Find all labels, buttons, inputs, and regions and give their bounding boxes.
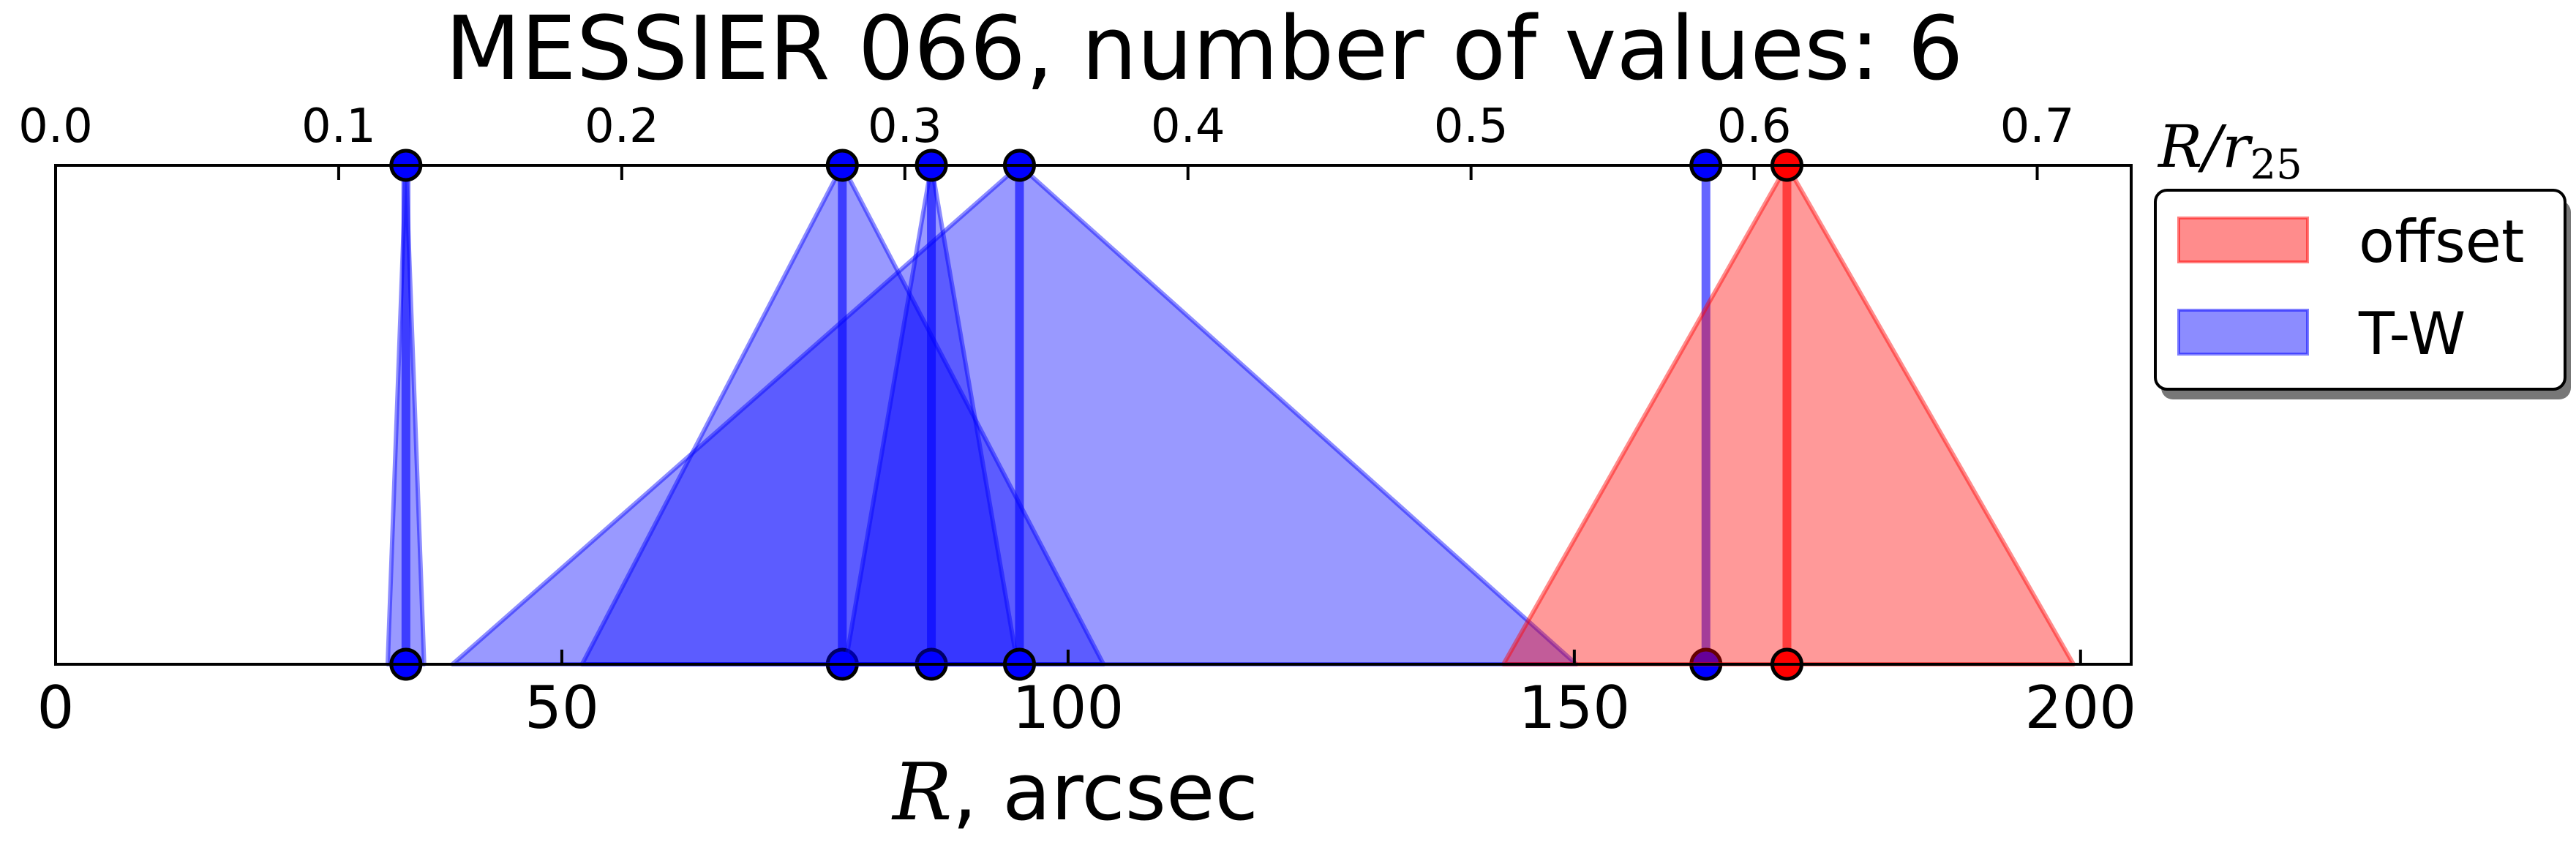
top-axis-label-sub: 25 bbox=[2250, 141, 2302, 189]
plot-area bbox=[385, 149, 2076, 681]
legend-swatch-offset bbox=[2177, 217, 2309, 263]
legend-box bbox=[2154, 189, 2566, 391]
top-tick-label: 0.3 bbox=[868, 99, 942, 154]
top-tick-label: 0.2 bbox=[585, 99, 659, 154]
legend-label-tw: T-W bbox=[2358, 300, 2466, 368]
top-tick-label: 0.1 bbox=[301, 99, 376, 154]
plot-frame bbox=[54, 164, 2133, 666]
x-axis-label: R, arcsec bbox=[891, 747, 1258, 838]
top-axis-label: R/r25 bbox=[2157, 113, 2302, 189]
x-tick-label: 100 bbox=[1013, 674, 1124, 742]
x-tick-label: 150 bbox=[1519, 674, 1631, 742]
series-triangle-t-w bbox=[450, 163, 1579, 666]
x-axis-label-var: R bbox=[891, 747, 952, 838]
top-tick-label: 0.6 bbox=[1717, 99, 1792, 154]
chart-title: MESSIER 066, number of values: 6 bbox=[445, 0, 1963, 100]
bottom-axis: 0 50 100 150 200 bbox=[37, 650, 2136, 742]
legend-swatch-tw bbox=[2177, 309, 2309, 356]
top-tick-label: 0.7 bbox=[2000, 99, 2075, 154]
x-axis-label-unit: , arcsec bbox=[952, 747, 1258, 838]
top-tick-label: 0.4 bbox=[1151, 99, 1225, 154]
x-tick-label: 0 bbox=[37, 674, 75, 742]
legend: offset T-W bbox=[2154, 189, 2571, 399]
top-tick-label: 0.0 bbox=[18, 99, 93, 154]
x-tick-label: 50 bbox=[525, 674, 599, 742]
top-axis-label-var: R/r bbox=[2157, 113, 2253, 181]
legend-label-offset: offset bbox=[2359, 208, 2524, 276]
top-axis: 0.0 0.1 0.2 0.3 0.4 0.5 0.6 0.7 bbox=[18, 99, 2074, 180]
x-tick-label: 200 bbox=[2024, 674, 2136, 742]
top-tick-label: 0.5 bbox=[1434, 99, 1509, 154]
